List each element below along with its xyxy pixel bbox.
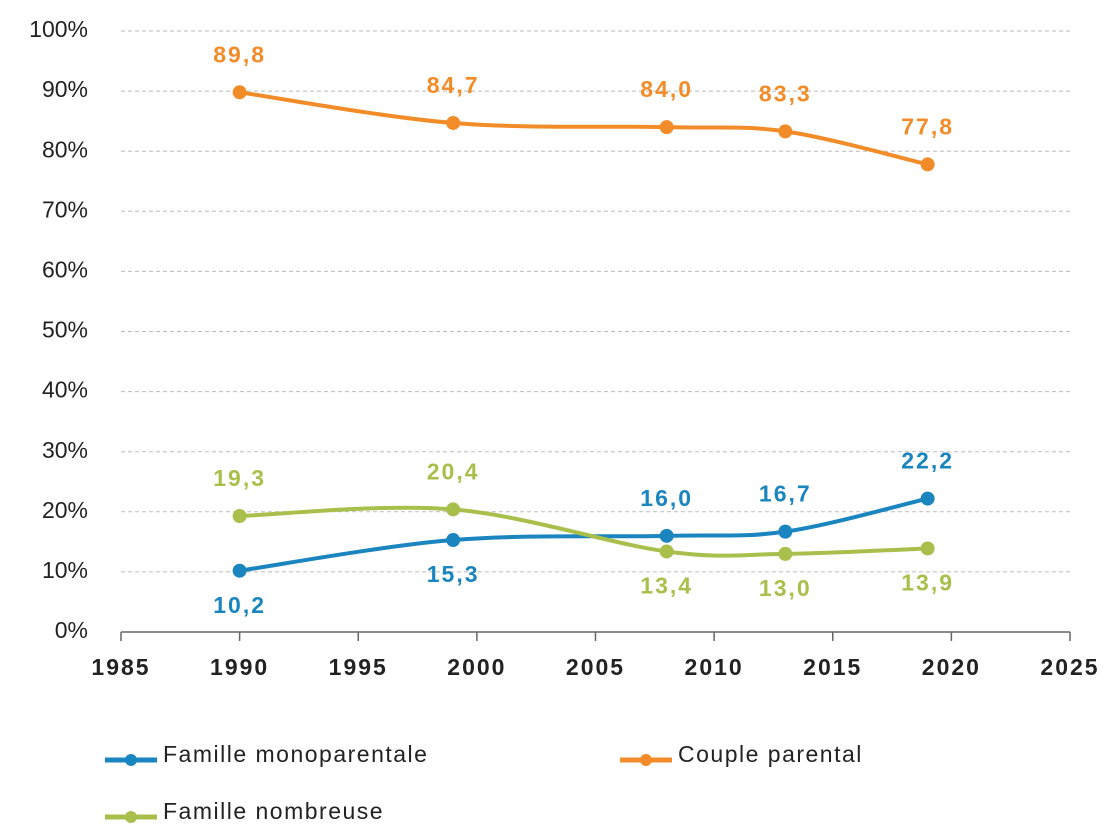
- data-point: [446, 115, 461, 130]
- y-tick-label: 70%: [42, 196, 88, 222]
- data-label: 20,4: [427, 458, 480, 484]
- data-point: [232, 85, 247, 100]
- data-point: [778, 546, 793, 561]
- legend-label: Couple parental: [678, 741, 863, 767]
- y-tick-label: 100%: [29, 16, 88, 42]
- x-tick-label: 2015: [803, 654, 862, 680]
- y-tick-label: 60%: [42, 256, 88, 282]
- x-tick-label: 2000: [447, 654, 506, 680]
- x-tick-label: 1985: [91, 654, 150, 680]
- data-label: 84,7: [427, 72, 480, 98]
- data-label: 10,2: [213, 592, 266, 618]
- data-label: 83,3: [759, 80, 812, 106]
- data-label: 13,0: [759, 575, 812, 601]
- data-point: [920, 541, 935, 556]
- y-tick-label: 40%: [42, 377, 88, 403]
- data-point: [232, 563, 247, 578]
- y-tick-label: 20%: [42, 497, 88, 523]
- y-tick-label: 80%: [42, 136, 88, 162]
- y-tick-label: 30%: [42, 437, 88, 463]
- data-point: [446, 533, 461, 548]
- data-label: 16,7: [759, 481, 812, 507]
- x-tick-label: 1995: [329, 654, 388, 680]
- data-label: 89,8: [213, 41, 266, 67]
- series-line: [239, 505, 928, 558]
- data-point: [659, 544, 674, 559]
- data-label: 13,9: [901, 570, 954, 596]
- data-label: 22,2: [901, 448, 954, 474]
- x-tick-label: 2025: [1040, 654, 1099, 680]
- legend-swatch: [640, 754, 652, 766]
- y-tick-label: 0%: [55, 617, 88, 643]
- legend-label: Famille nombreuse: [163, 798, 384, 824]
- x-tick-label: 2020: [922, 654, 981, 680]
- data-point: [232, 509, 247, 524]
- x-tick-label: 2005: [566, 654, 625, 680]
- legend-swatch: [125, 811, 137, 823]
- series-line: [239, 90, 929, 167]
- data-label: 77,8: [901, 114, 954, 140]
- data-label: 84,0: [640, 76, 693, 102]
- data-point: [778, 124, 793, 139]
- data-point: [659, 528, 674, 543]
- x-tick-label: 2010: [685, 654, 744, 680]
- y-tick-label: 10%: [42, 557, 88, 583]
- data-label: 15,3: [427, 561, 480, 587]
- x-tick-label: 1990: [210, 654, 269, 680]
- y-tick-label: 90%: [42, 76, 88, 102]
- data-point: [446, 502, 461, 517]
- series-line: [239, 496, 929, 573]
- data-label: 19,3: [213, 465, 266, 491]
- data-label: 13,4: [640, 573, 693, 599]
- data-label: 16,0: [640, 485, 693, 511]
- y-tick-label: 50%: [42, 317, 88, 343]
- legend-swatch: [125, 754, 137, 766]
- data-point: [778, 524, 793, 539]
- data-point: [920, 491, 935, 506]
- data-point: [920, 157, 935, 172]
- legend-label: Famille monoparentale: [163, 741, 428, 767]
- data-point: [659, 120, 674, 135]
